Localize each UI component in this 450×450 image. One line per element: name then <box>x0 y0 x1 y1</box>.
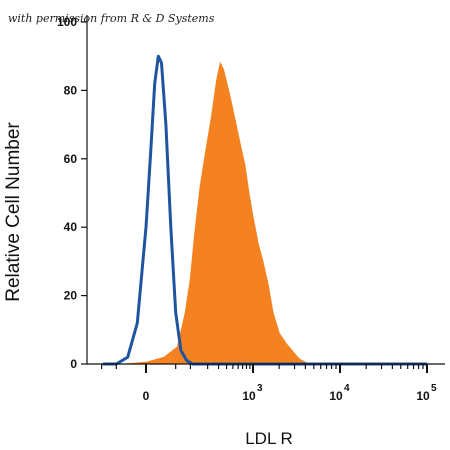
y-tick-label: 80 <box>64 83 78 97</box>
x-tick-label: 0 <box>143 389 150 403</box>
series-ldl-r-area <box>124 61 311 365</box>
x-axis-label: LDL R <box>245 429 293 448</box>
x-tick-label: 10 <box>416 389 430 403</box>
x-tick-exponent: 5 <box>431 383 437 394</box>
y-tick-label: 60 <box>64 152 78 166</box>
y-tick-label: 20 <box>64 289 78 303</box>
x-tick-exponent: 3 <box>257 383 263 394</box>
series-isotype-control-line <box>102 54 427 366</box>
x-tick-label: 10 <box>329 389 343 403</box>
watermark: with permission from R & D Systems <box>8 12 215 25</box>
x-tick-label: 10 <box>242 389 256 403</box>
y-tick-label: 0 <box>70 357 77 371</box>
y-axis-label: Relative Cell Number <box>3 122 24 302</box>
x-tick-exponent: 4 <box>344 383 350 394</box>
y-tick-label: 100 <box>57 15 77 29</box>
y-tick-label: 40 <box>64 220 78 234</box>
